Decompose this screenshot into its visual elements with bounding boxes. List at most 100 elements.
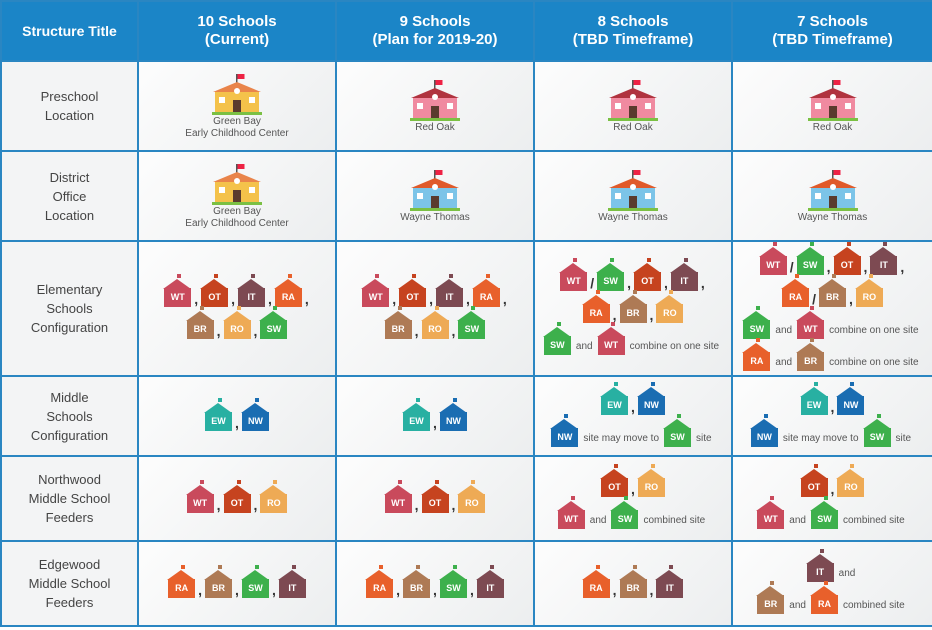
cell-line: IT t:and: [733, 549, 932, 582]
school-badge-it: IT: [475, 565, 504, 598]
school-badge-sw: SW: [259, 306, 288, 339]
cell-line: RA t:and BR t:combine on one site: [733, 338, 932, 371]
cell-line: EW, NW: [337, 397, 533, 431]
school-building-icon: [337, 78, 533, 122]
school-badge-wt: WT: [758, 242, 787, 275]
separator: ,: [414, 497, 419, 513]
school-code: WT: [564, 514, 579, 524]
school-code: EW: [409, 415, 424, 426]
school-code: OT: [406, 292, 419, 302]
table-cell: EW, NW NW t:site may move to SW t:site: [533, 375, 733, 457]
school-badge-ra: RA: [273, 274, 302, 307]
school-code: RA: [817, 599, 831, 609]
school-badge-br: BR: [818, 274, 846, 307]
building-caption: Wayne Thomas: [797, 212, 868, 223]
building-caption: Red Oak: [415, 122, 455, 133]
table-cell: WT / SW, OT, IT, RA, BR, RO SW t:and WT t:combine o…: [533, 240, 733, 377]
cell-line: BR, RO, SW: [139, 306, 335, 339]
school-code: RO: [428, 324, 442, 334]
separator: ,: [231, 291, 235, 307]
cell-line: RA, BR, IT: [535, 565, 731, 598]
separator: ,: [649, 582, 654, 598]
table-cell: Red Oak: [731, 60, 932, 152]
school-badge-it: IT: [805, 549, 834, 582]
school-code: WT: [193, 498, 208, 508]
separator: ,: [612, 582, 617, 598]
separator: ,: [433, 414, 437, 431]
school-code: EW: [806, 399, 822, 410]
school-badge-ra: RA: [167, 565, 196, 598]
school-badge-wt: WT: [185, 480, 214, 513]
school-badge-ra: RA: [809, 581, 838, 614]
note-text: t:site: [895, 432, 912, 444]
school-badge-br: BR: [756, 581, 785, 614]
cell-line: SW t:and WT t:combine on one site: [733, 306, 932, 339]
table-row: Elementary Schools Configuration WT, OT, IT…: [0, 240, 932, 377]
separator: ,: [433, 582, 437, 598]
note-text: t:site may move to: [583, 432, 660, 444]
school-badge-ro: RO: [420, 306, 449, 339]
school-code: RO: [230, 324, 244, 334]
separator: ,: [863, 259, 868, 275]
separator: ,: [216, 323, 221, 339]
table-cell: RA, BR, IT: [533, 540, 733, 627]
separator: ,: [253, 323, 258, 339]
school-badge-ro: RO: [836, 464, 865, 497]
separator: /: [590, 275, 595, 291]
note-text: t:site may move to: [782, 432, 859, 444]
school-badge-sw: SW: [240, 565, 269, 598]
school-code: WT: [766, 260, 781, 270]
school-code: EW: [607, 399, 622, 410]
school-code: RA: [589, 308, 603, 318]
note-text: t:and: [789, 515, 806, 526]
cell-line: RA, BR, SW, IT: [337, 565, 533, 598]
school-code: BR: [212, 583, 226, 593]
table-row: District Office Location Green Bay Early …: [0, 150, 932, 242]
row-label: Edgewood Middle School Feeders: [0, 540, 139, 627]
row-label: Preschool Location: [0, 60, 139, 152]
note-text: t:combine on one site: [629, 341, 720, 352]
school-code: OT: [840, 260, 854, 270]
school-badge-wt: WT: [383, 480, 412, 513]
table-cell: WT, OT, IT, RA, BR, RO, SW: [335, 240, 535, 377]
school-badge-ew: EW: [204, 397, 233, 431]
separator: ,: [216, 497, 221, 513]
school-badge-br: BR: [618, 565, 647, 598]
school-code: WT: [391, 498, 406, 508]
school-badge-ra: RA: [365, 565, 394, 598]
table-cell: Red Oak: [533, 60, 733, 152]
note-text: t:combined site: [842, 600, 905, 611]
cell-line: WT / SW, OT, IT,: [535, 258, 731, 291]
separator: ,: [900, 259, 905, 275]
school-badge-it: IT: [237, 274, 265, 307]
school-code: RO: [267, 498, 281, 508]
school-badge-ot: OT: [832, 242, 861, 275]
school-code: NW: [247, 415, 263, 426]
table-cell: Wayne Thomas: [731, 150, 932, 242]
school-code: NW: [643, 399, 659, 410]
school-badge-sw: SW: [862, 413, 891, 447]
school-badge-br: BR: [618, 290, 647, 323]
school-badge-br: BR: [185, 306, 214, 339]
school-code: IT: [486, 583, 495, 593]
school-code: SW: [248, 583, 263, 593]
cell-line: WT, OT, IT, RA,: [337, 274, 533, 307]
school-badge-sw: SW: [742, 306, 771, 339]
school-code: BR: [804, 356, 818, 366]
school-badge-br: BR: [204, 565, 233, 598]
table-row: Middle Schools Configuration EW, NW EW, NW EW…: [0, 375, 932, 457]
school-code: EW: [211, 415, 226, 426]
school-code: OT: [807, 482, 821, 492]
column-header: 10 Schools (Current): [137, 0, 337, 62]
school-badge-ot: OT: [633, 258, 661, 291]
note-text: t:and: [838, 568, 856, 579]
separator: ,: [451, 497, 456, 513]
school-badge-sw: SW: [795, 242, 824, 275]
separator: ,: [271, 582, 276, 598]
school-badge-ro: RO: [655, 290, 684, 323]
column-header: 9 Schools (Plan for 2019-20): [335, 0, 535, 62]
cell-line: OT, RO: [733, 464, 932, 497]
school-code: NW: [756, 431, 772, 442]
separator: ,: [198, 582, 203, 598]
